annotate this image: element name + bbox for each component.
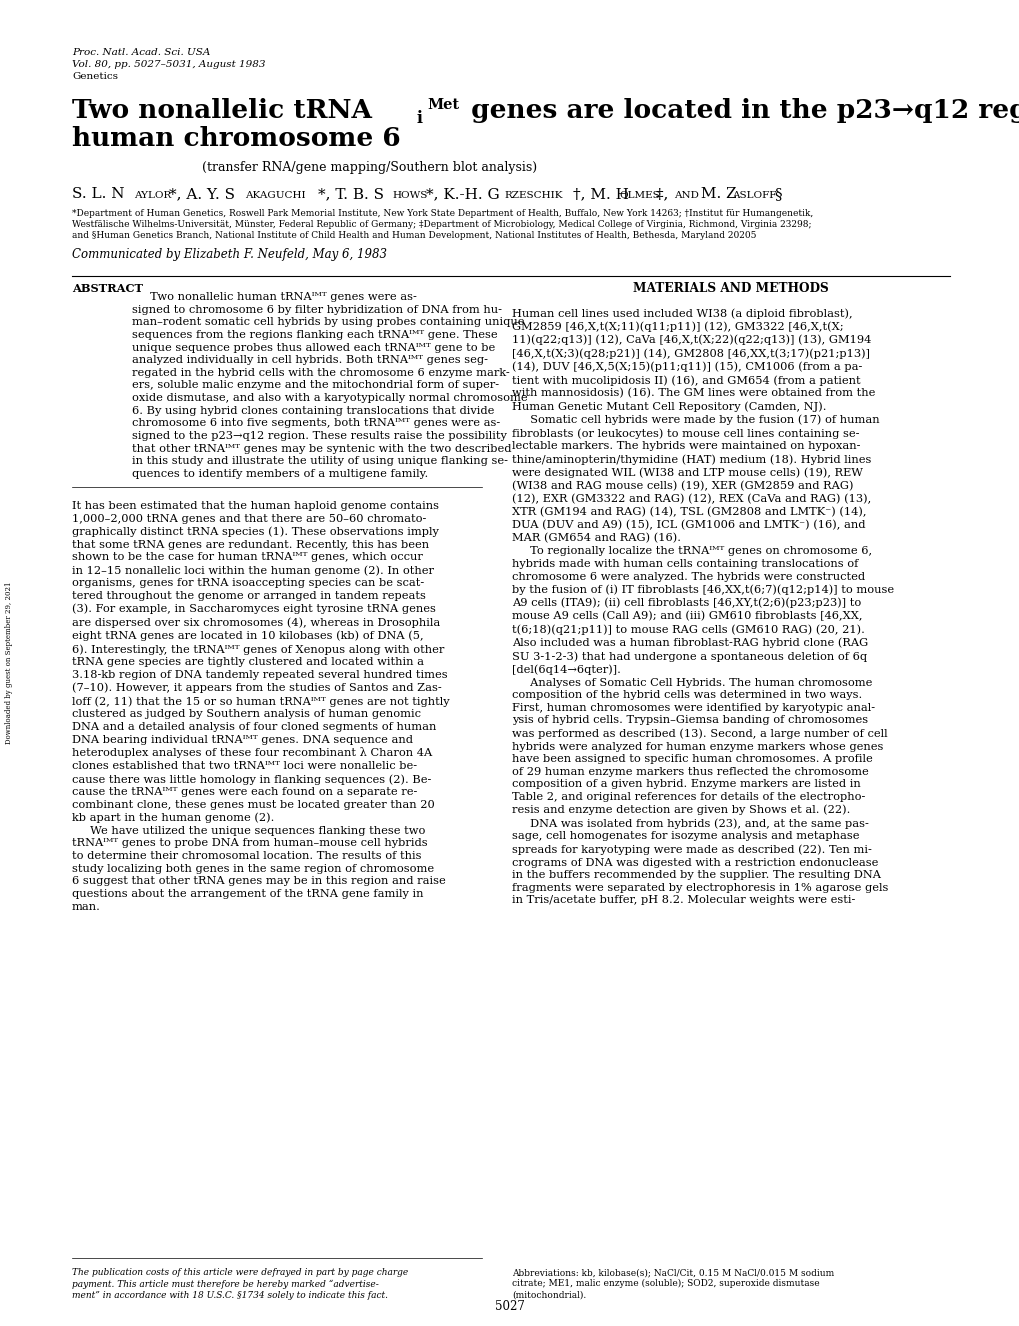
Text: AND: AND [674,191,698,200]
Text: Abbreviations: kb, kilobase(s); NaCl/Cit, 0.15 M NaCl/0.015 M sodium
citrate; ME: Abbreviations: kb, kilobase(s); NaCl/Cit… [512,1268,834,1299]
Text: It has been estimated that the human haploid genome contains
1,000–2,000 tRNA ge: It has been estimated that the human hap… [72,501,449,912]
Text: Communicated by Elizabeth F. Neufeld, May 6, 1983: Communicated by Elizabeth F. Neufeld, Ma… [72,248,386,261]
Text: ‡,: ‡, [655,187,673,202]
Text: genes are located in the p23→q12 region of: genes are located in the p23→q12 region … [462,98,1019,123]
Text: Vol. 80, pp. 5027–5031, August 1983: Vol. 80, pp. 5027–5031, August 1983 [72,60,265,69]
Text: Westfälische Wilhelms-Universität, Münster, Federal Republic of Germany; ‡Depart: Westfälische Wilhelms-Universität, Münst… [72,220,811,229]
Text: OLMES: OLMES [619,191,659,200]
Text: Two nonallelic human tRNAᴵᴹᵀ genes were as-
signed to chromosome 6 by filter hyb: Two nonallelic human tRNAᴵᴹᵀ genes were … [131,292,527,479]
Text: i: i [417,110,423,127]
Text: ABSTRACT: ABSTRACT [72,282,143,294]
Text: HOWS: HOWS [391,191,427,200]
Text: MATERIALS AND METHODS: MATERIALS AND METHODS [633,282,828,294]
Text: Proc. Natl. Acad. Sci. USA: Proc. Natl. Acad. Sci. USA [72,48,210,57]
Text: *Department of Human Genetics, Roswell Park Memorial Institute, New York State D: *Department of Human Genetics, Roswell P… [72,210,812,217]
Text: AKAGUCHI: AKAGUCHI [245,191,306,200]
Text: *, A. Y. S: *, A. Y. S [169,187,234,202]
Text: Two nonallelic tRNA: Two nonallelic tRNA [72,98,372,123]
Text: 5027: 5027 [494,1299,525,1313]
Text: Human cell lines used included WI38 (a diploid fibroblast),
GM2859 [46,X,t(X;11): Human cell lines used included WI38 (a d… [512,308,894,906]
Text: RZESCHIK: RZESCHIK [503,191,561,200]
Text: and §Human Genetics Branch, National Institute of Child Health and Human Develop: and §Human Genetics Branch, National Ins… [72,231,756,240]
Text: *, K.-H. G: *, K.-H. G [426,187,499,202]
Text: *, T. B. S: *, T. B. S [318,187,383,202]
Text: Met: Met [427,98,459,111]
Text: ASLOFF: ASLOFF [732,191,775,200]
Text: The publication costs of this article were defrayed in part by page charge
payme: The publication costs of this article we… [72,1268,408,1299]
Text: (transfer RNA/gene mapping/Southern blot analysis): (transfer RNA/gene mapping/Southern blot… [202,160,537,174]
Text: †, M. H: †, M. H [573,187,629,202]
Text: human chromosome 6: human chromosome 6 [72,126,400,151]
Text: Downloaded by guest on September 29, 2021: Downloaded by guest on September 29, 202… [5,582,13,744]
Text: §: § [773,187,781,202]
Text: S. L. N: S. L. N [72,187,124,202]
Text: M. Z: M. Z [695,187,736,202]
Text: Genetics: Genetics [72,72,118,81]
Text: AYLOR: AYLOR [133,191,171,200]
